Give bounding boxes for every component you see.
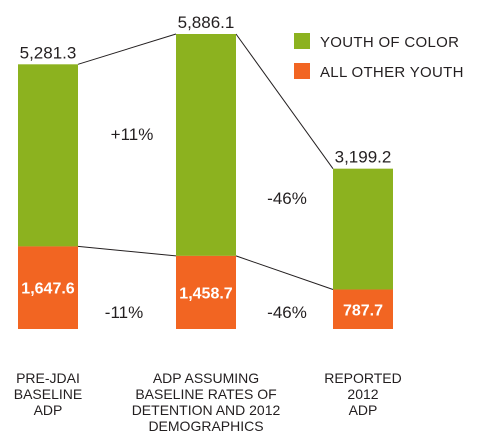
other-youth-label-1: 1,647.6 — [21, 281, 74, 298]
category-label-line: ADP — [348, 402, 378, 418]
change-labels: +11% -46% -11% -46% — [105, 125, 307, 322]
category-label-line: ADP ASSUMING — [152, 370, 260, 386]
category-label-line: DEMOGRAPHICS — [148, 418, 264, 434]
value-labels: 5,281.3 1,647.6 5,886.1 1,458.7 3,199.2 787.7 — [20, 13, 392, 319]
connector-total-1 — [77, 33, 177, 65]
bars — [18, 34, 393, 329]
bar-youth-of-color-1 — [18, 64, 78, 247]
category-label-3: REPORTED 2012 ADP — [288, 370, 438, 418]
other-youth-label-2: 1,458.7 — [179, 285, 232, 302]
legend-swatch-2 — [294, 63, 310, 79]
bar-youth-of-color-2 — [176, 34, 236, 256]
connector-other-2 — [235, 255, 334, 290]
category-label-line: PRE-JDAI — [16, 370, 80, 386]
category-label-2: ADP ASSUMING BASELINE RATES OF DETENTION A… — [131, 370, 281, 434]
legend: YOUTH OF COLOR ALL OTHER YOUTH — [294, 33, 464, 81]
legend-label-1: YOUTH OF COLOR — [320, 34, 459, 51]
connector-total-2 — [235, 33, 334, 169]
legend-label-2: ALL OTHER YOUTH — [320, 64, 464, 81]
total-label-3: 3,199.2 — [335, 148, 392, 167]
total-label-2: 5,886.1 — [178, 13, 235, 32]
connector-lines — [77, 33, 334, 290]
category-label-line: BASELINE — [13, 386, 83, 402]
category-label-line: ADP — [33, 402, 63, 418]
change-total-1: +11% — [111, 125, 154, 144]
category-label-line: 2012 — [347, 386, 379, 402]
change-total-2: -46% — [267, 189, 307, 208]
legend-swatch-1 — [294, 33, 310, 49]
change-other-1: -11% — [105, 303, 143, 322]
connector-other-1 — [77, 245, 177, 257]
category-label-line: REPORTED — [324, 370, 402, 386]
total-label-1: 5,281.3 — [20, 43, 77, 62]
category-label-line: DETENTION AND 2012 — [131, 402, 281, 418]
bar-all-other-youth-2 — [176, 255, 236, 329]
category-label-1: PRE-JDAI BASELINE ADP — [0, 370, 123, 418]
bar-all-other-youth-1 — [18, 246, 78, 329]
change-other-2: -46% — [267, 303, 307, 322]
other-youth-label-3: 787.7 — [343, 302, 383, 319]
bar-youth-of-color-3 — [333, 168, 393, 290]
category-label-line: BASELINE RATES OF — [135, 386, 277, 402]
bar-all-other-youth-3 — [333, 289, 393, 329]
